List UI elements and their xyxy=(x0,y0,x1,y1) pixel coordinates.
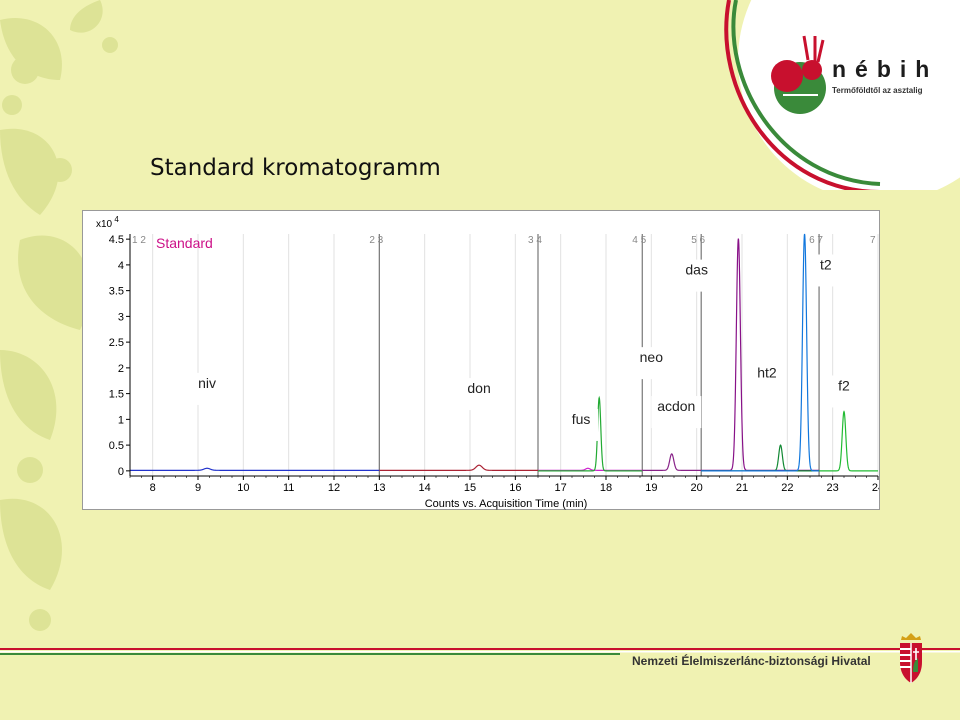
x-tick-label: 13 xyxy=(373,482,385,494)
trace-line xyxy=(130,467,380,471)
y-tick-label: 4 xyxy=(118,260,124,272)
trace-line xyxy=(642,453,702,471)
peak-label: t2 xyxy=(820,256,832,272)
y-tick-label: 3.5 xyxy=(109,286,124,298)
footer-stripe-green xyxy=(0,653,620,655)
annotation-box xyxy=(462,378,497,411)
peak-label: niv xyxy=(198,375,216,391)
footer-stripe-red xyxy=(0,648,960,650)
chart-title: Standard xyxy=(156,235,213,251)
annotation-box xyxy=(831,375,857,408)
x-tick-label: 24 xyxy=(872,482,880,494)
annotation-box xyxy=(190,372,225,405)
footer-organization: Nemzeti Élelmiszerlánc-biztonsági Hivata… xyxy=(632,654,871,668)
logo-name: nébih xyxy=(832,56,939,82)
annotation-box xyxy=(634,347,669,380)
y-axis-scale-label: x10 4 xyxy=(96,215,119,230)
peak-label: fus xyxy=(572,411,591,427)
y-tick-label: 2.5 xyxy=(109,337,124,349)
chromatogram-traces xyxy=(130,233,878,472)
annotation-box xyxy=(749,362,784,395)
x-tick-label: 14 xyxy=(419,482,431,494)
segment-label: 2 3 xyxy=(369,235,383,246)
peak-label: acdon xyxy=(657,398,695,414)
x-tick-label: 21 xyxy=(736,482,748,494)
logo-tagline: Termőföldtől az asztalig xyxy=(832,86,923,95)
segment-label: 5 6 xyxy=(691,235,705,246)
x-tick-label: 16 xyxy=(509,482,521,494)
annotation-box xyxy=(679,259,714,292)
peak-label: don xyxy=(467,380,490,396)
x-axis-label: Counts vs. Acquisition Time (min) xyxy=(425,498,588,510)
x-tick-label: 9 xyxy=(195,482,201,494)
y-tick-label: 1.5 xyxy=(109,389,124,401)
x-tick-label: 15 xyxy=(464,482,476,494)
segment-label: 4 5 xyxy=(632,235,646,246)
x-tick-label: 17 xyxy=(555,482,567,494)
x-tick-label: 18 xyxy=(600,482,612,494)
trace-line xyxy=(538,395,643,472)
peak-annotations: niv don fus neo acdon das ht2 t2 f2 xyxy=(190,254,857,441)
trace-line xyxy=(819,410,878,472)
leaf-pattern-left xyxy=(0,0,118,631)
annotation-box xyxy=(564,408,599,441)
chart-border xyxy=(82,210,880,510)
annotation-box xyxy=(812,254,839,287)
chart-background xyxy=(82,210,880,510)
hungarian-coat-of-arms-icon xyxy=(900,633,922,683)
x-tick-label: 23 xyxy=(827,482,839,494)
segment-label: 1 2 xyxy=(132,235,146,246)
slide-title: Standard kromatogramm xyxy=(150,155,441,181)
y-tick-label: 3 xyxy=(118,311,124,323)
x-tick-label: 20 xyxy=(691,482,703,494)
x-tick-label: 11 xyxy=(283,482,294,494)
x-tick-label: 22 xyxy=(781,482,793,494)
y-tick-label: 0.5 xyxy=(109,440,124,452)
y-tick-label: 0 xyxy=(118,466,124,478)
segment-label: 3 4 xyxy=(528,235,542,246)
y-tick-label: 4.5 xyxy=(109,234,124,246)
peak-label: das xyxy=(685,262,708,278)
trace-line xyxy=(379,464,538,471)
x-tick-label: 10 xyxy=(237,482,249,494)
annotation-box xyxy=(651,396,702,429)
peak-label: f2 xyxy=(838,377,850,393)
x-tick-label: 12 xyxy=(328,482,340,494)
peak-label: ht2 xyxy=(757,365,777,381)
nebih-logo-badge xyxy=(724,0,960,190)
x-tick-label: 8 xyxy=(150,482,156,494)
footer-stripe-white xyxy=(0,651,960,653)
y-tick-label: 2 xyxy=(118,363,124,375)
logo-emblem-icon xyxy=(771,35,826,114)
chart-axes: 8910111213141516171819202122232400.511.5… xyxy=(82,210,880,510)
peak-label: neo xyxy=(640,349,664,365)
segment-label: 7 xyxy=(870,235,876,246)
x-tick-label: 19 xyxy=(645,482,657,494)
trace-line xyxy=(701,233,820,472)
y-tick-label: 1 xyxy=(118,414,124,426)
segment-label: 6 7 xyxy=(809,235,823,246)
